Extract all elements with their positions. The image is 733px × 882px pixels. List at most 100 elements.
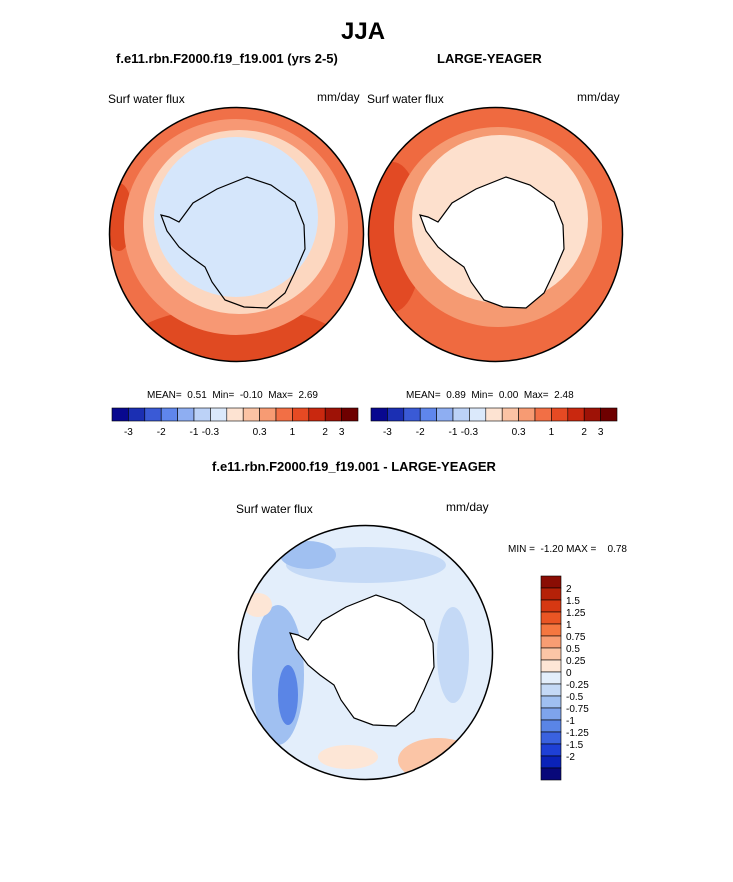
colorbar-box (387, 407, 405, 422)
colorbar-box (452, 407, 470, 422)
colorbar-box (144, 407, 162, 422)
colorbar-tick-label: 1 (549, 427, 555, 438)
colorbar-tick-label: 0.3 (253, 427, 267, 438)
colorbar-box (111, 407, 129, 422)
diff-units-label: mm/day (446, 500, 489, 514)
obs-colorbar: -3 -2 -1 -0.3 0.3 1 2 3 (370, 407, 618, 438)
colorbar-box (419, 407, 437, 422)
colorbar-box (518, 407, 536, 422)
colorbar-box (540, 599, 562, 613)
case-antarctica-outline (160, 176, 306, 309)
colorbar-label: 0.5 (566, 644, 580, 655)
case-min-value: -0.10 (239, 390, 263, 401)
colorbar-box (540, 635, 562, 649)
colorbar-box (551, 407, 569, 422)
colorbar-label: -1.25 (566, 728, 589, 739)
colorbar-tick-label: -0.3 (202, 427, 220, 438)
obs-mean-label: MEAN= (406, 390, 441, 401)
colorbar-box (501, 407, 519, 422)
colorbar-box (540, 683, 562, 697)
colorbar-box (534, 407, 552, 422)
colorbar-box (177, 407, 195, 422)
colorbar-box (193, 407, 211, 422)
obs-title: LARGE-YEAGER (437, 51, 542, 66)
colorbar-box (128, 407, 146, 422)
colorbar-box (540, 719, 562, 733)
colorbar-label: -2 (566, 752, 575, 763)
colorbar-tick-label: 1 (290, 427, 296, 438)
colorbar-box (567, 407, 585, 422)
colorbar-box (540, 575, 562, 589)
case-mean-value: 0.51 (187, 390, 207, 401)
diff-colorbar: 21.51.2510.750.50.250-0.25-0.5-0.75-1-1.… (540, 575, 589, 781)
obs-map (367, 106, 624, 363)
colorbar-label: -1 (566, 716, 575, 727)
colorbar-tick-label: -1 (190, 427, 199, 438)
case-title: f.e11.rbn.F2000.f19_f19.001 (yrs 2-5) (116, 51, 338, 66)
colorbar-tick-label: 0.3 (512, 427, 526, 438)
colorbar-box (540, 647, 562, 661)
diff-title: f.e11.rbn.F2000.f19_f19.001 - LARGE-YEAG… (212, 459, 496, 474)
colorbar-tick-label: -2 (157, 427, 166, 438)
colorbar-box (485, 407, 503, 422)
colorbar-box (292, 407, 310, 422)
colorbar-label: -0.25 (566, 680, 589, 691)
colorbar-box (540, 755, 562, 769)
season-title: JJA (341, 18, 386, 45)
colorbar-label: -0.5 (566, 692, 584, 703)
colorbar-box (469, 407, 487, 422)
diff-stats: MIN = -1.20 MAX = 0.78 (508, 544, 627, 555)
colorbar-box (540, 611, 562, 625)
colorbar-box (275, 407, 293, 422)
colorbar-tick-label: -0.3 (461, 427, 479, 438)
colorbar-label: 1.5 (566, 596, 580, 607)
case-max-value: 2.69 (298, 390, 318, 401)
colorbar-box (540, 731, 562, 745)
colorbar-tick-label: 3 (598, 427, 604, 438)
colorbar-box (324, 407, 342, 422)
colorbar-box (259, 407, 277, 422)
colorbar-tick-label: -3 (383, 427, 392, 438)
diff-map (237, 524, 494, 781)
colorbar-label: -0.75 (566, 704, 589, 715)
colorbar-box (160, 407, 178, 422)
colorbar-box (242, 407, 260, 422)
obs-max-value: 2.48 (554, 390, 574, 401)
colorbar-box (341, 407, 359, 422)
colorbar-box (540, 671, 562, 685)
colorbar-box (540, 587, 562, 601)
case-mean-label: MEAN= (147, 390, 182, 401)
colorbar-box (403, 407, 421, 422)
colorbar-box (540, 743, 562, 757)
colorbar-box (540, 707, 562, 721)
colorbar-tick-label: 3 (339, 427, 345, 438)
obs-max-label: Max= (523, 390, 549, 401)
diff-antarctica (289, 594, 435, 727)
colorbar-box (540, 695, 562, 709)
case-map (108, 106, 365, 363)
case-strong-band (126, 307, 346, 362)
colorbar-box (540, 623, 562, 637)
colorbar-box (226, 407, 244, 422)
colorbar-box (540, 659, 562, 673)
case-min-label: Min= (212, 390, 235, 401)
case-max-label: Max= (268, 390, 293, 401)
obs-mean-value: 0.89 (446, 390, 466, 401)
obs-stats: MEAN= 0.89 Min= 0.00 Max= 2.48 (406, 390, 574, 401)
case-stats: MEAN= 0.51 Min= -0.10 Max= 2.69 (147, 390, 318, 401)
colorbar-box (583, 407, 601, 422)
colorbar-tick-label: -2 (416, 427, 425, 438)
case-field-label: Surf water flux (108, 92, 185, 106)
colorbar-box (370, 407, 388, 422)
colorbar-label: 0.75 (566, 632, 586, 643)
colorbar-label: 0.25 (566, 656, 586, 667)
colorbar-tick-label: -1 (449, 427, 458, 438)
colorbar-label: 0 (566, 668, 572, 679)
colorbar-box (308, 407, 326, 422)
colorbar-label: 1.25 (566, 608, 586, 619)
obs-units-label: mm/day (577, 90, 620, 104)
colorbar-label: 1 (566, 620, 572, 631)
colorbar-label: -1.5 (566, 740, 584, 751)
colorbar-tick-label: 2 (581, 427, 587, 438)
colorbar-box (210, 407, 228, 422)
